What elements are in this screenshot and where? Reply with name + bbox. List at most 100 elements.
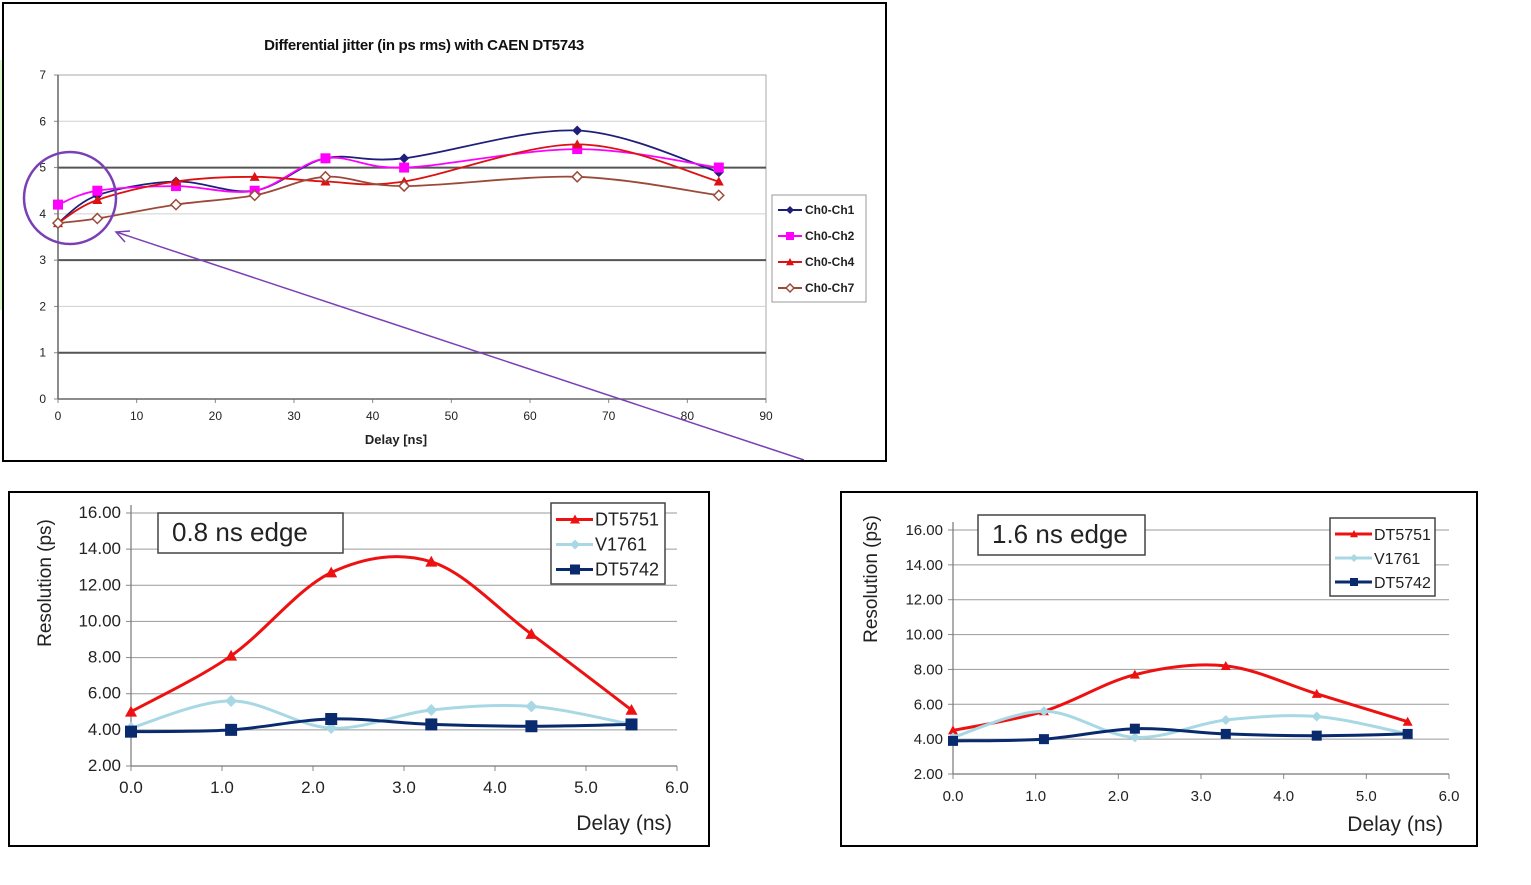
legend-swatch-marker	[1350, 578, 1358, 586]
annotation-arrow-head	[114, 230, 131, 243]
legend-swatch-marker	[1350, 554, 1358, 562]
data-point	[1311, 730, 1322, 741]
data-point	[92, 185, 103, 196]
y-tick-label: 6.00	[914, 696, 943, 713]
data-point	[325, 722, 338, 735]
legend-label: DT5751	[1374, 527, 1431, 544]
legend-swatch-marker	[570, 539, 580, 550]
y-tick-label: 3	[39, 253, 46, 267]
legend-swatch-marker	[786, 258, 794, 266]
x-tick-label: 3.0	[392, 778, 416, 797]
x-tick-label: 40	[366, 409, 380, 423]
data-point	[398, 180, 411, 193]
y-tick-label: 6.00	[88, 684, 121, 703]
data-point	[948, 725, 958, 735]
series-line-dt5742	[952, 727, 1408, 743]
legend-swatch-marker	[570, 514, 580, 524]
highlight-circle-annotation	[22, 150, 118, 246]
data-point	[249, 171, 260, 181]
x-tick-label: 60	[523, 409, 537, 423]
data-point	[425, 718, 438, 731]
legend-swatch-marker	[786, 232, 794, 240]
annotation-arrow-line	[115, 231, 805, 460]
x-axis-label: Delay (ns)	[1347, 813, 1443, 836]
data-point	[525, 628, 538, 639]
data-point	[125, 725, 137, 738]
data-point	[91, 212, 104, 225]
data-point	[625, 703, 638, 715]
x-tick-label: 70	[602, 409, 616, 423]
y-tick-label: 1	[39, 346, 46, 360]
data-point	[1311, 688, 1322, 698]
data-point	[51, 217, 65, 230]
y-tick-label: 8.00	[88, 648, 121, 667]
x-axis-label: Delay (ns)	[576, 812, 672, 835]
legend-box	[771, 194, 867, 303]
data-point	[1129, 732, 1140, 743]
chart-title: Differential jitter (in ps rms) with CAE…	[264, 37, 584, 54]
edge-annotation-text: 1.6 ns edge	[992, 519, 1128, 549]
y-tick-label: 14.00	[905, 557, 943, 574]
data-point	[572, 139, 583, 149]
legend-label: Ch0-Ch2	[805, 229, 855, 243]
legend-label: Ch0-Ch1	[805, 203, 855, 217]
x-tick-label: 6.0	[1439, 788, 1460, 805]
data-point	[1038, 734, 1049, 745]
data-point	[1402, 716, 1413, 726]
edge-annotation-box	[977, 514, 1146, 556]
legend-label: DT5742	[1374, 575, 1431, 592]
resolution-chart-16ns-panel: 2.00 4.00 6.00 8.00 10.00 12.00 14.00 16.00 0.0 1…	[840, 491, 1478, 847]
legend-label: Ch0-Ch7	[805, 281, 855, 295]
data-point	[325, 566, 338, 578]
legend-label: V1761	[595, 535, 647, 555]
x-tick-label: 30	[287, 409, 301, 423]
data-point	[1311, 711, 1322, 722]
y-tick-label: 14.00	[78, 539, 121, 558]
data-point	[948, 735, 958, 746]
y-tick-label: 10.00	[78, 611, 121, 630]
legend-swatch-marker	[784, 282, 796, 294]
data-point	[1220, 728, 1231, 739]
data-point	[1220, 660, 1231, 670]
y-axis-label: Resolution (ps)	[861, 515, 882, 643]
series-line-dt5742	[130, 717, 632, 734]
data-point	[425, 555, 438, 567]
data-point	[525, 700, 538, 713]
x-tick-label: 4.0	[1273, 788, 1294, 805]
y-tick-label: 5	[39, 161, 46, 175]
x-tick-label: 2.0	[301, 778, 325, 797]
data-point	[1402, 728, 1413, 739]
y-tick-label: 12.00	[78, 575, 121, 594]
data-point	[425, 703, 438, 716]
data-point	[248, 189, 261, 202]
data-point	[319, 170, 332, 183]
data-point	[171, 181, 181, 192]
data-point	[572, 144, 583, 155]
y-tick-label: 4.00	[914, 731, 943, 748]
y-tick-label: 6	[39, 114, 46, 128]
x-tick-label: 1.0	[1025, 788, 1046, 805]
data-point	[53, 199, 63, 210]
legend-swatch-marker	[1350, 530, 1358, 538]
data-point	[320, 153, 331, 164]
data-point	[572, 125, 583, 136]
series-line-dt5751	[130, 555, 633, 714]
y-tick-label: 16.00	[78, 503, 121, 522]
resolution-chart-16ns: 2.00 4.00 6.00 8.00 10.00 12.00 14.00 16.00 0.0 1…	[861, 514, 1460, 836]
x-tick-label: 10	[130, 409, 144, 423]
data-point	[525, 720, 538, 733]
data-point	[1129, 669, 1140, 679]
y-tick-label: 0	[39, 392, 46, 406]
x-tick-label: 6.0	[665, 778, 689, 797]
x-tick-label: 5.0	[574, 778, 598, 797]
data-point	[625, 718, 638, 731]
data-point	[325, 713, 338, 726]
y-tick-label: 16.00	[905, 522, 943, 539]
edge-annotation-text: 0.8 ns edge	[172, 517, 308, 547]
legend-swatch-marker	[570, 564, 580, 575]
x-tick-label: 5.0	[1356, 788, 1377, 805]
data-point	[1129, 723, 1140, 734]
data-point	[399, 162, 410, 173]
x-tick-label: 1.0	[210, 778, 234, 797]
